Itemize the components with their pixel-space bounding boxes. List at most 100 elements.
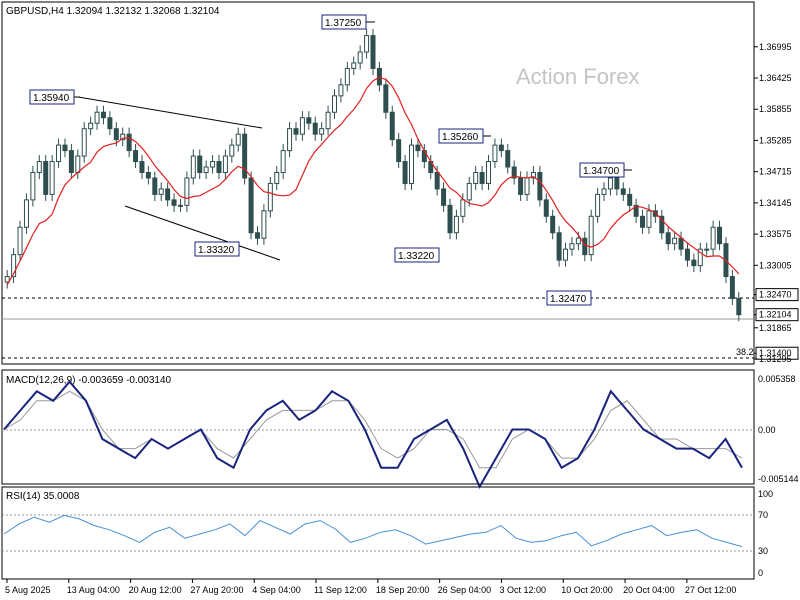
price-tick-12: 1.31295 — [754, 354, 792, 364]
svg-text:1.34715: 1.34715 — [759, 167, 792, 177]
candle — [184, 171, 190, 212]
candle — [498, 138, 504, 158]
candle — [107, 111, 113, 136]
candle — [248, 171, 254, 240]
candle — [717, 220, 723, 251]
price-panel-frame — [1, 1, 755, 365]
candle — [364, 29, 370, 59]
candle — [691, 253, 697, 273]
candle — [267, 176, 273, 218]
rsi-tick-100: 100 — [758, 489, 773, 499]
candle — [473, 165, 479, 191]
date-label: 3 Oct 12:00 — [499, 585, 546, 595]
candle — [210, 154, 216, 174]
candle — [389, 105, 395, 147]
candle — [56, 138, 62, 169]
candle — [120, 127, 126, 147]
candle — [710, 220, 716, 256]
date-label: 11 Sep 12:00 — [314, 585, 367, 595]
candle — [684, 242, 690, 267]
svg-text:1.35285: 1.35285 — [759, 135, 792, 145]
macd-tick-zero: 0.00 — [758, 425, 776, 435]
candle — [344, 61, 350, 92]
candle — [530, 165, 536, 185]
candle — [216, 154, 222, 180]
candle — [62, 138, 68, 158]
candle — [23, 193, 29, 234]
candle — [396, 133, 402, 169]
candle — [447, 198, 453, 240]
price-tick-4: 1.34715 — [754, 167, 792, 177]
candle — [550, 209, 556, 240]
svg-text:1.33575: 1.33575 — [759, 229, 792, 239]
price-tick-7: 1.33005 — [754, 260, 792, 270]
price-tick-3: 1.35285 — [754, 135, 792, 145]
candle — [518, 171, 524, 201]
candle — [222, 149, 228, 180]
candle — [492, 138, 498, 169]
swing-label-133320: 1.33320 — [194, 241, 240, 257]
swing-label-132470: 1.32470 — [546, 290, 592, 306]
watermark: Action Forex — [516, 64, 640, 89]
svg-text:1.34145: 1.34145 — [759, 198, 792, 208]
svg-text:1.31400: 1.31400 — [759, 348, 792, 358]
candle — [383, 78, 389, 119]
swing-label-137250: 1.37250 — [321, 14, 375, 30]
candle — [190, 149, 196, 185]
price-tick-6: 1.33575 — [754, 229, 792, 239]
svg-text:1.32470: 1.32470 — [759, 290, 792, 300]
candle — [145, 165, 151, 185]
candle — [254, 226, 260, 245]
candle — [640, 209, 646, 234]
candles-group — [4, 29, 742, 322]
rsi-tick-70: 70 — [758, 510, 768, 520]
candle — [537, 165, 543, 207]
candle — [351, 56, 357, 76]
candle — [511, 160, 517, 185]
candle — [704, 242, 710, 256]
price-tick-5: 1.34145 — [754, 198, 792, 208]
candle — [563, 242, 569, 267]
svg-text:1.34700: 1.34700 — [583, 166, 620, 177]
candle — [312, 116, 318, 141]
candle — [441, 182, 447, 212]
svg-text:1.31295: 1.31295 — [759, 354, 792, 364]
swing-label-135940: 1.35940 — [29, 89, 80, 105]
candle — [543, 193, 549, 223]
candle — [697, 242, 703, 273]
svg-text:1.32470: 1.32470 — [550, 294, 587, 305]
svg-text:1.31865: 1.31865 — [759, 323, 792, 333]
candle — [672, 231, 678, 251]
candle — [49, 154, 55, 201]
svg-text:1.33320: 1.33320 — [198, 245, 235, 256]
date-label: 4 Sep 04:00 — [252, 585, 301, 595]
svg-text:1.32104: 1.32104 — [759, 310, 792, 320]
macd-signal-line — [3, 390, 743, 469]
price-tick-1: 1.36425 — [754, 73, 792, 83]
date-axis: 5 Aug 2025 13 Aug 04:00 20 Aug 12:00 27 Aug… — [5, 579, 736, 595]
date-label: 10 Oct 20:00 — [561, 585, 613, 595]
candle — [229, 138, 235, 163]
macd-tick-top: 0.005358 — [758, 374, 796, 384]
svg-text:1.35855: 1.35855 — [759, 104, 792, 114]
candle — [306, 111, 312, 130]
candle — [415, 138, 421, 158]
svg-text:1.33220: 1.33220 — [398, 251, 435, 262]
candle — [357, 45, 363, 70]
candle — [556, 226, 562, 267]
candle — [100, 105, 106, 125]
rsi-tick-30: 30 — [758, 546, 768, 556]
date-label: 20 Aug 12:00 — [129, 585, 182, 595]
candle — [505, 144, 511, 174]
candle — [736, 291, 742, 322]
date-label: 27 Oct 12:00 — [685, 585, 737, 595]
candle — [235, 127, 241, 152]
candle — [588, 209, 594, 262]
swing-label-133220: 1.33220 — [394, 247, 440, 263]
macd-tick-bottom: -0.005144 — [758, 474, 799, 484]
trendline-upper — [77, 96, 263, 129]
candle — [402, 154, 408, 191]
price-tick-2: 1.35855 — [754, 104, 792, 114]
price-tick-8: 1.32470 — [754, 288, 799, 302]
